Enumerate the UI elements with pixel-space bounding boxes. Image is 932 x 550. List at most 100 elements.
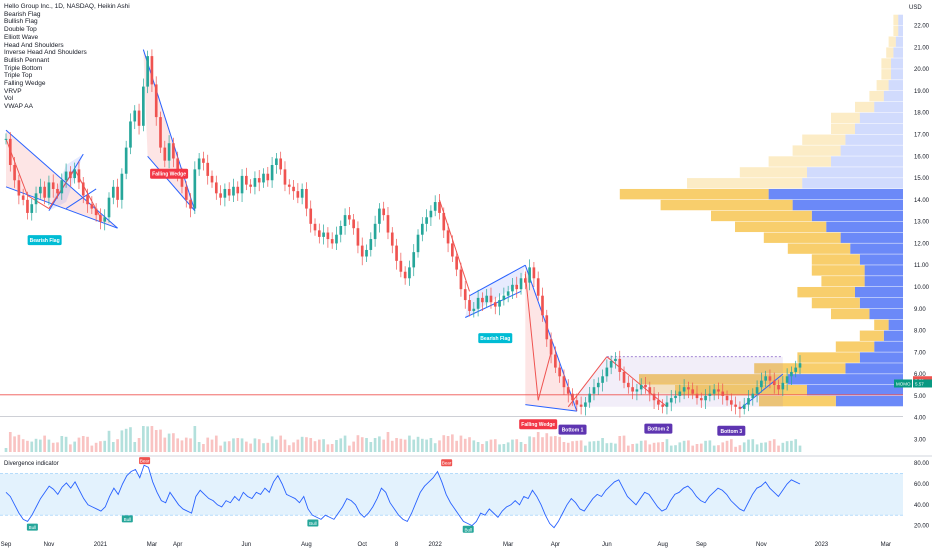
volume-bar xyxy=(493,439,497,452)
candle-body xyxy=(167,143,171,161)
candle-body xyxy=(631,387,634,392)
pattern-label-text: Falling Wedge xyxy=(152,172,186,178)
candle-body xyxy=(626,382,630,388)
volume-bars xyxy=(4,426,802,452)
indicator-item[interactable]: VWAP AA xyxy=(4,103,33,111)
candle-body xyxy=(725,395,729,401)
volume-bar xyxy=(794,439,798,452)
pattern-line xyxy=(567,356,608,408)
indicator-item[interactable]: Bearish Flag xyxy=(4,10,41,18)
candle-body xyxy=(734,404,737,407)
candle-body xyxy=(751,393,755,399)
vrvp-up-bar xyxy=(811,254,860,265)
volume-bar xyxy=(747,439,750,452)
volume-bar xyxy=(365,438,368,452)
volume-bar xyxy=(120,430,124,452)
volume-bar xyxy=(129,427,132,452)
pattern-label[interactable]: Bearish Flag xyxy=(27,235,62,246)
candle-body xyxy=(365,249,368,257)
candle-body xyxy=(584,402,587,407)
volume-bar xyxy=(335,440,338,452)
volume-bar xyxy=(176,438,180,452)
time-tick-label: Oct xyxy=(358,542,368,548)
pattern-label[interactable]: Bottom 1 xyxy=(558,424,587,435)
divergence-title[interactable]: Divergence indicator xyxy=(4,461,59,467)
volume-bar xyxy=(729,439,733,452)
candle-body xyxy=(339,226,343,235)
indicator-item[interactable]: Vol xyxy=(4,95,14,103)
pattern-label[interactable]: Bottom 3 xyxy=(717,425,746,436)
vrvp-up-bar xyxy=(835,341,875,352)
vrvp-down-bar xyxy=(787,374,903,385)
candle-body xyxy=(133,110,137,122)
pattern-label-text: Bottom 2 xyxy=(648,427,670,433)
divergence-tag-text: Bear xyxy=(140,459,150,464)
candle-body xyxy=(691,389,695,394)
candle-body xyxy=(275,158,278,166)
vwap-price-tag xyxy=(913,379,932,388)
pattern-label[interactable]: Bottom 2 xyxy=(644,423,673,434)
chart-title[interactable]: Hello Group Inc., 1D, NASDAQ, Heikin Ash… xyxy=(4,3,130,10)
vrvp-down-bar xyxy=(891,69,903,80)
pattern-label-text: Falling Wedge xyxy=(521,422,555,428)
volume-bar xyxy=(558,436,561,452)
time-tick-label: Jun xyxy=(242,542,252,548)
volume-bar xyxy=(451,434,454,452)
rsi-tick-label: 60.00 xyxy=(914,482,930,488)
volume-bar xyxy=(51,442,55,452)
indicator-item[interactable]: Bullish Flag xyxy=(4,18,38,26)
indicator-item[interactable]: VRVP xyxy=(4,87,22,95)
indicator-item[interactable]: Elliott Wave xyxy=(4,33,39,41)
volume-bar xyxy=(403,439,407,452)
candle-body xyxy=(64,171,68,181)
volume-bar xyxy=(695,444,699,452)
volume-bar xyxy=(554,436,557,452)
vrvp-down-bar xyxy=(888,80,903,91)
vrvp-up-bar xyxy=(787,243,851,254)
indicator-item[interactable]: Triple Bottom xyxy=(4,64,43,72)
indicator-item[interactable]: Double Top xyxy=(4,26,37,34)
volume-bar xyxy=(579,440,583,452)
price-axis[interactable]: USD 3.00 4.00 5.00 6.00 7.00 8.00 9.00 10.00 11.… xyxy=(903,0,932,550)
vrvp-up-bar xyxy=(811,265,865,276)
volume-bar xyxy=(86,436,89,452)
time-tick-label: Aug xyxy=(657,542,668,548)
candle-body xyxy=(468,300,471,311)
time-axis[interactable]: Sep Nov 2021 Mar Apr Jun Aug Oct 8 2022 Mar Apr Jun A… xyxy=(1,542,891,548)
candle-body xyxy=(665,402,669,407)
volume-bar xyxy=(356,435,360,452)
vrvp-down-bar xyxy=(845,363,903,374)
vrvp-up-bar xyxy=(763,232,841,243)
volume-bar xyxy=(768,440,772,452)
time-tick-label: Mar xyxy=(147,542,157,548)
volume-bar xyxy=(592,441,596,452)
volume-bar xyxy=(523,444,527,452)
indicator-item[interactable]: Bullish Pennant xyxy=(4,56,50,64)
price-tick-label: 8.00 xyxy=(914,329,926,335)
volume-bar xyxy=(352,441,355,452)
indicator-item[interactable]: Falling Wedge xyxy=(4,80,46,88)
volume-bar xyxy=(300,436,304,452)
indicator-item[interactable]: Triple Top xyxy=(4,72,33,80)
volume-bar xyxy=(661,442,664,452)
candle-body xyxy=(60,180,64,194)
volume-bar xyxy=(742,442,746,452)
volume-bar xyxy=(631,444,634,452)
vrvp-down-bar xyxy=(802,178,903,189)
indicator-item[interactable]: Inverse Head And Shoulders xyxy=(4,49,87,57)
volume-bar xyxy=(541,437,544,452)
pattern-label[interactable]: Falling Wedge xyxy=(519,419,558,430)
candle-body xyxy=(794,367,798,372)
pattern-label[interactable]: Bearish Flag xyxy=(478,333,513,344)
indicator-list: Bearish Flag Bullish Flag Double Top Elliot… xyxy=(4,11,130,111)
vrvp-up-bar xyxy=(759,395,836,407)
pattern-label[interactable]: Falling Wedge xyxy=(150,168,189,179)
candle-body xyxy=(21,195,25,200)
indicator-item[interactable]: Head And Shoulders xyxy=(4,41,64,49)
vrvp-up-bar xyxy=(831,112,860,124)
volume-bar xyxy=(777,445,780,452)
candle-body xyxy=(206,162,210,176)
candle-body xyxy=(695,393,699,399)
candle-body xyxy=(661,404,664,407)
